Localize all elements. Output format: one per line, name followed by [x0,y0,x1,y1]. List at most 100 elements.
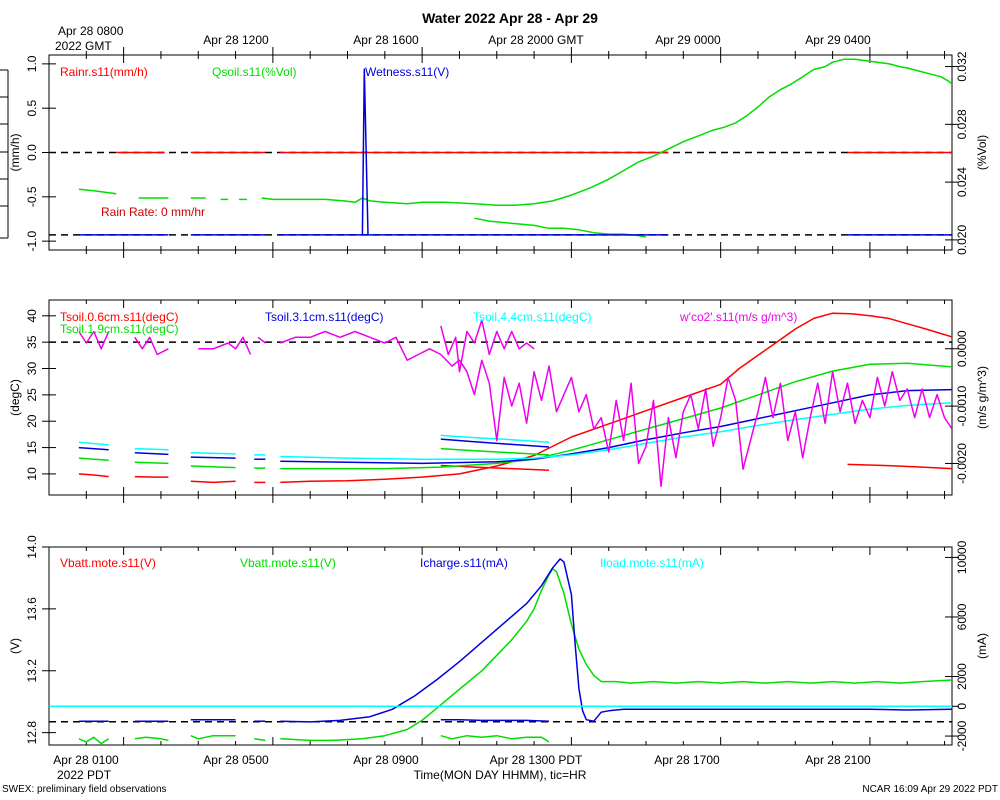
legend-label: Tsoil.1.9cm.s11(degC) [60,322,179,336]
series-line-w-co2-s11-m-s-g-m-3 [78,330,110,350]
legend-label: Tsoil.0.6cm.s11(degC) [60,310,179,324]
right-axis-tick-label: -0.0010 [955,385,969,426]
series-line-tsoil-4-4cm-s11-degc [78,441,109,446]
left-axis-tick-label: -1.0 [25,230,39,251]
bottom-axis-label: Apr 28 0500 [203,753,269,767]
left-axis-tick-label: 14.0 [25,535,39,559]
legend-label: Rainr.s11(mm/h) [60,65,148,79]
bottom-axis-label: Apr 28 0900 [353,753,419,767]
left-axis-tick-label: 1.0 [25,55,39,72]
series-line-tsoil-1-9cm-s11-degc [280,362,952,470]
legend-label: w'co2'.s11(m/s g/m^3) [679,310,797,324]
series-group [78,58,952,238]
series-line-tsoil-3-1cm-s11-degc [280,388,952,465]
bottom-axis-label: Apr 28 1700 [654,753,720,767]
plot-frame [48,546,953,746]
top-axis-label: Apr 28 2000 GMT [488,33,584,47]
series-line-tsoil-1-9cm-s11-degc [190,465,236,469]
bottom-axis-label: Apr 28 0100 [53,753,119,767]
series-line-tsoil-4-4cm-s11-degc [280,402,952,460]
bottom-axis-labels: Apr 28 0100 Apr 28 0500 Apr 28 0900 Apr 28 … [53,753,871,767]
right-axis-tick-label: 0.0000 [955,330,969,367]
series-line-tsoil-3-1cm-s11-degc [78,446,109,451]
top-axis-label: Apr 28 1600 [353,33,419,47]
series-line-wetness-s11-v [361,68,369,235]
series-line-tsoil-4-4cm-s11-degc [134,447,169,451]
left-axis-tick-label: 30 [25,362,39,376]
legend-label: Wetness.s11(V) [365,65,449,79]
series-line-vbatt-mote-s11-v [280,567,952,742]
series-line-tsoil-0-6cm-s11-degc [134,475,169,478]
left-axis-tick-label: 40 [25,309,39,323]
left-axis-tick-label: 0.0 [25,144,39,161]
series-line-tsoil-0-6cm-s11-degc [78,473,109,478]
legend-label: Icharge.s11(mA) [420,556,508,570]
top-axis-label: Apr 29 0400 [805,33,871,47]
series-line-tsoil-1-9cm-s11-degc [134,461,169,465]
left-axis-tick-label: 13.6 [25,597,39,621]
right-axis-tick-label: 10000 [955,540,969,574]
series-line-qsoil-s11-vol [474,217,647,238]
right-axis-tick-label: 0 [955,703,969,710]
series-line-w-co2-s11-m-s-g-m-3 [280,330,952,488]
bottom-axis-label: Apr 28 2100 [805,753,871,767]
right-axis-tick-label: 2000 [955,663,969,690]
series-line-qsoil-s11-vol [78,188,117,195]
right-axis-tick-label: 0.020 [955,225,969,255]
right-axis-tick-label: -2000 [955,720,969,751]
series-line-w-co2-s11-m-s-g-m-3 [198,336,252,355]
series-line-vbatt-mote-s11-v [134,736,169,742]
series-line-vbatt-mote-s11-v [78,736,110,745]
top-axis-label: Apr 28 1200 [203,33,269,47]
series-group [78,312,952,488]
right-axis-tick-label: 0.028 [955,109,969,139]
legend-label: Iload.mote.s11(mA) [600,556,704,570]
left-axis-tick-label: 13.2 [25,659,39,683]
top-axis-label: Apr 29 0000 [655,33,721,47]
top-axis-first-label-line1: Apr 28 0800 [58,24,124,38]
series-line-vbatt-mote-s11-v [190,734,236,740]
series-line-w-co2-s11-m-s-g-m-3 [134,336,169,356]
bottom-axis-label: Apr 28 1300 PDT [490,753,583,767]
power-panel: 12.8 13.2 13.6 14.0 (V) -2000 0 2000 6000 10000 (m… [8,535,989,751]
right-axis-tick-label: -0.0020 [955,443,969,484]
soil-temperature-panel: 10 15 20 25 30 35 40 (degC) -0.0020 -0.0010 0.0000… [8,299,989,503]
right-axis-label: (mA) [975,633,989,659]
right-axis-tick-label: 6000 [955,603,969,630]
legend-label: Vbatt.mote.s11(V) [240,556,336,570]
series-line-tsoil-0-6cm-s11-degc [847,463,952,470]
series-line-tsoil-0-6cm-s11-degc [280,312,952,484]
series-line-vbatt-mote-s11-v [440,734,550,743]
right-axis-tick-label: 0.032 [955,51,969,81]
left-axis-tick-label: 0.5 [25,100,39,117]
series-line-vbatt-mote-s11-v [254,738,266,742]
bottom-axis-year-label: 2022 PDT [57,768,112,782]
rain-rate-annotation: Rain Rate: 0 mm/hr [101,205,205,219]
left-axis-tick-label: 35 [25,335,39,349]
series-line-w-co2-s11-m-s-g-m-3 [440,319,535,373]
series-line-tsoil-4-4cm-s11-degc [190,452,236,455]
series-line-tsoil-1-9cm-s11-degc [78,457,109,461]
right-axis-label: (%Vol) [975,135,989,170]
bottom-axis-title: Time(MON DAY HHMM), tic=HR [414,768,587,782]
left-axis-tick-label: 12.8 [25,721,39,745]
legend-label: Qsoil.s11(%Vol) [212,65,296,79]
legend-label: Tsoil.3.1cm.s11(degC) [265,310,384,324]
top-axis-first-label-line2: 2022 GMT [55,39,112,53]
series-line-tsoil-3-1cm-s11-degc [190,456,236,459]
series-line-tsoil-3-1cm-s11-degc [134,452,169,456]
left-axis-tick-label: 10 [25,467,39,481]
left-axis-tick-label: 20 [25,414,39,428]
series-line-tsoil-0-6cm-s11-degc [190,480,236,484]
series-line-icharge-s11-ma [440,718,550,722]
series-line-tsoil-3-1cm-s11-degc [440,438,550,448]
series-group [49,558,952,745]
series-line-icharge-s11-ma [280,558,952,723]
footer-left: SWEX: preliminary field observations [2,784,167,795]
left-axis-tick-label: -0.5 [25,186,39,207]
left-axis-tick-label: 15 [25,441,39,455]
right-axis-tick-label: 0.024 [955,167,969,197]
series-line-tsoil-1-9cm-s11-degc [440,447,550,456]
chart-title: Water 2022 Apr 28 - Apr 29 [422,10,598,26]
